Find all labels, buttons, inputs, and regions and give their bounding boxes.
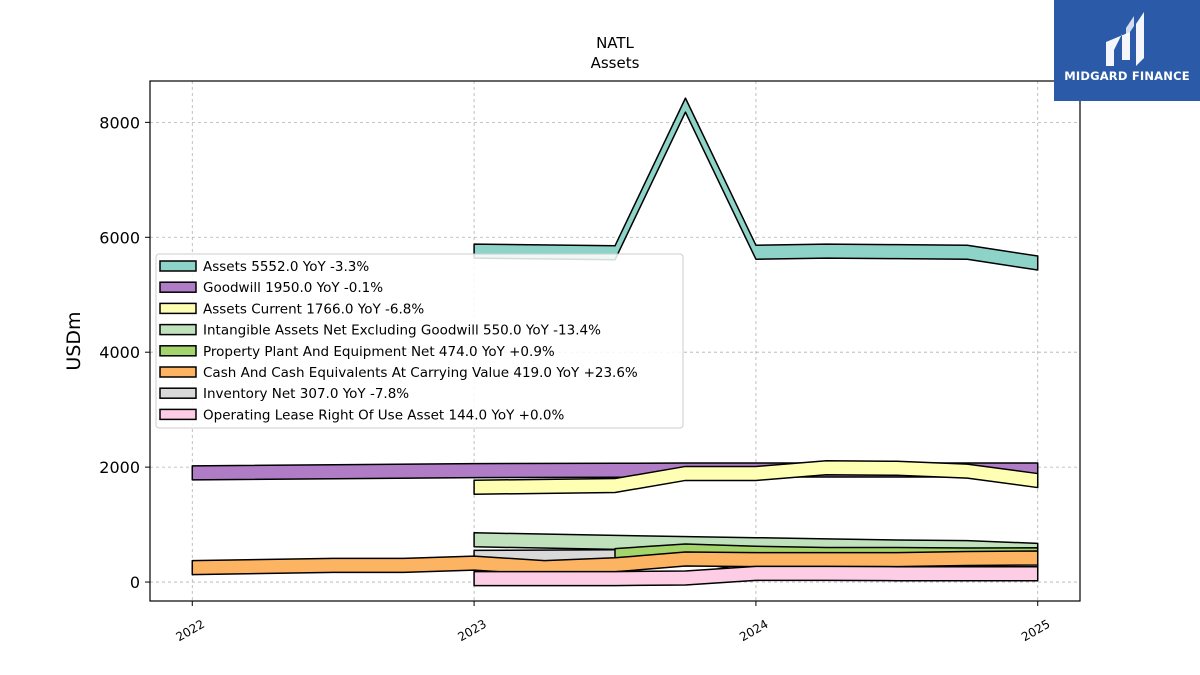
x-tick-label-1: 2023 xyxy=(455,617,488,644)
legend-swatch-3 xyxy=(159,323,197,336)
legend-box xyxy=(155,253,684,429)
legend-item-3: Intangible Assets Net Excluding Goodwill… xyxy=(203,323,601,339)
x-tick-label-0: 2022 xyxy=(174,617,207,644)
x-axis: 2022 2023 2024 2025 xyxy=(174,601,1052,644)
legend-item-1: Goodwill 1950.0 YoY -0.1% xyxy=(203,280,383,296)
y-axis-label: USDm xyxy=(63,311,85,370)
x-tick-label-3: 2025 xyxy=(1019,617,1052,644)
x-tick-label-2: 2024 xyxy=(737,617,770,644)
series-band-7 xyxy=(473,565,1039,587)
brand-logo: MIDGARD FINANCE xyxy=(1054,0,1200,101)
legend-item-6: Inventory Net 307.0 YoY -7.8% xyxy=(203,386,409,402)
legend-swatch-5 xyxy=(159,366,197,378)
series-group xyxy=(191,97,1039,587)
brand-name: MIDGARD FINANCE xyxy=(1064,69,1190,83)
plot-frame xyxy=(149,80,1081,602)
series-band-0 xyxy=(473,97,1039,271)
y-axis: 0 2000 4000 6000 8000 xyxy=(99,113,150,592)
series-band-5 xyxy=(191,550,1039,576)
legend-swatch-6 xyxy=(159,387,197,399)
legend-swatch-2 xyxy=(159,302,197,315)
legend-item-5: Cash And Cash Equivalents At Carrying Va… xyxy=(203,365,638,381)
legend-item-7: Operating Lease Right Of Use Asset 144.0… xyxy=(203,407,564,423)
legend-item-0: Assets 5552.0 YoY -3.3% xyxy=(203,259,369,275)
y-tick-label-0: 0 xyxy=(130,573,140,592)
midgard-logo-icon xyxy=(1106,12,1144,66)
legend-item-4: Property Plant And Equipment Net 474.0 Y… xyxy=(203,344,555,360)
legend: Assets 5552.0 YoY -3.3% Goodwill 1950.0 Y… xyxy=(155,253,684,429)
legend-swatch-4 xyxy=(159,345,197,357)
legend-swatch-0 xyxy=(159,260,197,272)
y-tick-label-4: 8000 xyxy=(99,113,140,132)
legend-swatch-1 xyxy=(159,281,197,293)
y-tick-label-1: 2000 xyxy=(99,458,140,477)
chart-subtitle: Assets xyxy=(591,54,640,72)
legend-item-2: Assets Current 1766.0 YoY -6.8% xyxy=(203,301,424,317)
series-band-2 xyxy=(473,459,1039,495)
legend-swatch-7 xyxy=(159,408,197,421)
y-tick-label-3: 6000 xyxy=(99,228,140,247)
chart-title: NATL xyxy=(596,34,634,52)
y-tick-label-2: 4000 xyxy=(99,343,140,362)
